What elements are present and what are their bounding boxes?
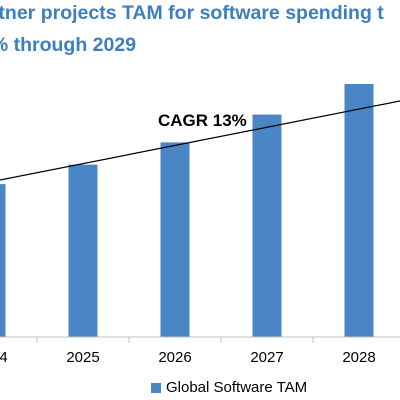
legend: Global Software TAM xyxy=(151,379,307,396)
cagr-trend-line xyxy=(0,100,400,181)
cagr-annotation: CAGR 13% xyxy=(158,111,247,130)
x-tick-label-2024: 2024 xyxy=(0,349,8,366)
bar-2028 xyxy=(344,84,374,338)
bar-2026 xyxy=(160,142,190,337)
legend-label: Global Software TAM xyxy=(166,379,308,396)
bar-2027 xyxy=(252,114,282,337)
x-tick-label-2028: 2028 xyxy=(342,349,375,366)
bar-2025 xyxy=(68,164,98,337)
x-tick-label-2026: 2026 xyxy=(158,349,191,366)
chart-title-line-2: 3% through 2029 xyxy=(0,34,137,56)
legend-swatch xyxy=(151,382,161,393)
chart-title-line-1: artner projects TAM for software spendin… xyxy=(0,2,384,24)
x-tick-label-2027: 2027 xyxy=(250,349,283,366)
bar-2024 xyxy=(0,184,6,337)
x-tick-label-2025: 2025 xyxy=(66,349,99,366)
